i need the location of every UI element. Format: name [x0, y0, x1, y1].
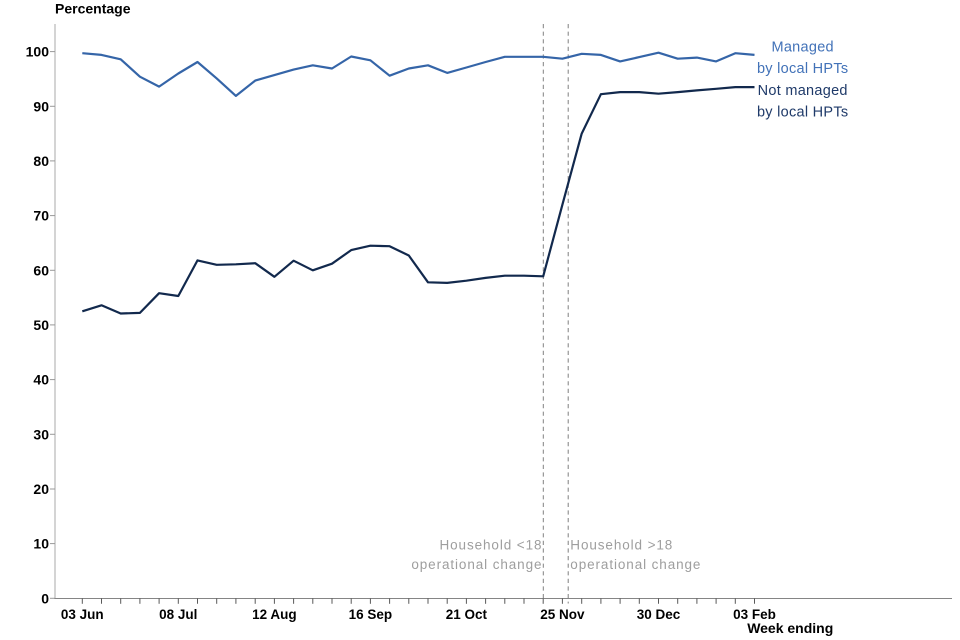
svg-text:60: 60: [33, 262, 49, 278]
svg-text:Household >18: Household >18: [570, 537, 673, 552]
svg-text:25 Nov: 25 Nov: [540, 607, 585, 622]
svg-text:16 Sep: 16 Sep: [349, 607, 393, 622]
svg-text:70: 70: [33, 208, 49, 224]
svg-text:Week ending: Week ending: [747, 620, 833, 636]
svg-text:12 Aug: 12 Aug: [252, 607, 297, 622]
svg-text:50: 50: [33, 317, 49, 333]
svg-text:40: 40: [33, 372, 49, 388]
svg-text:operational change: operational change: [411, 557, 542, 572]
svg-text:0: 0: [41, 590, 49, 606]
svg-text:08 Jul: 08 Jul: [159, 607, 197, 622]
svg-text:30: 30: [33, 426, 49, 442]
svg-text:03 Feb: 03 Feb: [733, 607, 776, 622]
svg-text:10: 10: [33, 536, 49, 552]
svg-text:Not managed: Not managed: [758, 83, 848, 99]
svg-text:Percentage: Percentage: [55, 1, 131, 17]
svg-text:by local HPTs: by local HPTs: [757, 61, 848, 77]
svg-text:21 Oct: 21 Oct: [446, 607, 488, 622]
svg-text:90: 90: [33, 98, 49, 114]
svg-text:Household <18: Household <18: [439, 537, 542, 552]
svg-text:30 Dec: 30 Dec: [637, 607, 681, 622]
svg-text:03 Jun: 03 Jun: [61, 607, 104, 622]
svg-text:80: 80: [33, 153, 49, 169]
svg-text:by local HPTs: by local HPTs: [757, 104, 848, 120]
svg-text:100: 100: [26, 44, 50, 60]
svg-text:Managed: Managed: [771, 40, 833, 56]
svg-text:20: 20: [33, 481, 49, 497]
svg-text:operational change: operational change: [570, 557, 701, 572]
